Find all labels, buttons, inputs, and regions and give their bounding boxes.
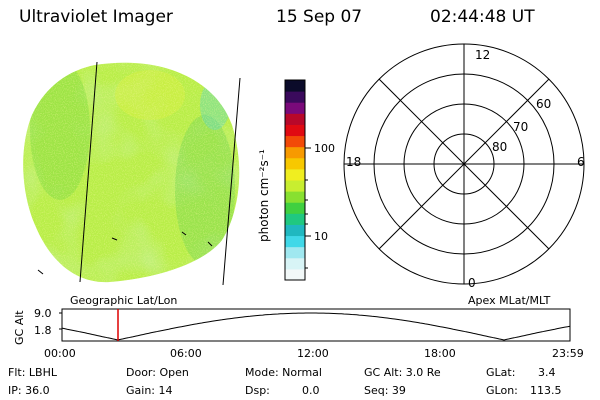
glat-label: GLat: [486, 366, 516, 379]
gain-info: Gain: 14 [126, 384, 173, 397]
color-scale-bar [284, 79, 306, 281]
orbit-xtick: 18:00 [424, 347, 456, 360]
uv-earth-image [23, 62, 240, 283]
glon-label: GLon: [486, 384, 518, 397]
colorbar-segment [285, 257, 305, 270]
colorbar-segment [285, 80, 305, 92]
colorbar-segment [285, 102, 305, 114]
colorbar-segment [285, 235, 305, 248]
orbit-xtick: 23:59 [552, 347, 584, 360]
geo-grid-line [79, 61, 98, 283]
colorbar-segment [285, 124, 305, 137]
filter-info: Flt: LBHL [8, 366, 57, 379]
mlt-label-12: 12 [475, 48, 491, 62]
mlat-label-60: 60 [536, 97, 552, 111]
mlt-label-6: 6 [577, 155, 585, 169]
colorbar-segment [285, 157, 305, 170]
orbit-altitude-plot [59, 308, 571, 342]
instrument-title: Ultraviolet Imager [19, 7, 173, 27]
seq-info: Seq: 39 [364, 384, 406, 397]
colorbar-segment [285, 91, 305, 103]
mlt-label-0: 0 [468, 276, 476, 290]
mode-info: Mode: Normal [245, 366, 322, 379]
date-label: 15 Sep 07 [276, 7, 363, 27]
orbit-xtick: 06:00 [170, 347, 202, 360]
colorbar-tick-100: 100 [314, 142, 335, 155]
ip-info: IP: 36.0 [8, 384, 50, 397]
mlt-label-18: 18 [346, 155, 362, 169]
apex-caption: Apex MLat/MLT [468, 294, 551, 307]
mlat-label-80: 80 [492, 140, 508, 154]
colorbar-segment [285, 202, 305, 214]
glat-value: 3.4 [538, 366, 556, 379]
colorbar-segment [285, 135, 305, 148]
orbit-xtick: 12:00 [297, 347, 329, 360]
colorbar-tick-10: 10 [314, 230, 328, 243]
orbit-ytick-1-8: 1.8 [34, 324, 52, 337]
colorbar-segment [285, 113, 305, 125]
orbit-ytick-9: 9.0 [34, 307, 52, 320]
orbit-xtick: 00:00 [44, 347, 76, 360]
orbit-ylabel: GC Alt [13, 310, 26, 345]
orbit-altitude-curve [61, 312, 571, 341]
colorbar-segment [285, 224, 305, 237]
dsp-label: Dsp: [245, 384, 270, 397]
door-info: Door: Open [126, 366, 189, 379]
colorbar-segment [285, 146, 305, 159]
colorbar-unit-label: photon cm⁻²s⁻¹ [257, 149, 271, 242]
polar-grid [343, 43, 585, 285]
colorbar-segment [285, 180, 305, 192]
dsp-value: 0.0 [302, 384, 320, 397]
gc-alt-info: GC Alt: 3.0 Re [364, 366, 441, 379]
time-label: 02:44:48 UT [430, 7, 535, 27]
colorbar-segment [285, 191, 305, 203]
colorbar-segment [285, 268, 305, 281]
geographic-caption: Geographic Lat/Lon [70, 294, 178, 307]
glon-value: 113.5 [530, 384, 562, 397]
colorbar-segment [285, 213, 305, 225]
geo-grid-line [222, 77, 241, 286]
mlat-label-70: 70 [513, 120, 529, 134]
colorbar-segment [285, 246, 305, 259]
colorbar-segment [285, 168, 305, 181]
